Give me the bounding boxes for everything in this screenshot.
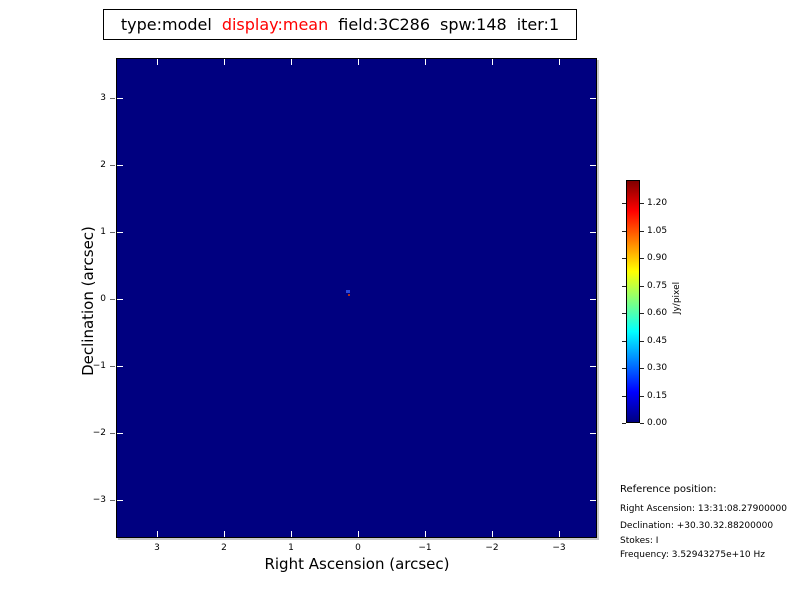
x-tick-label: −2 bbox=[485, 543, 499, 553]
x-tick-mark-bottom bbox=[559, 531, 560, 537]
y-tick-label: 2 bbox=[100, 160, 106, 170]
colorbar-tick-mark-right bbox=[640, 368, 644, 369]
title-token-iter: iter:1 bbox=[516, 15, 560, 34]
colorbar-tick-label: 0.45 bbox=[647, 336, 668, 346]
title-token-spw: spw:148 bbox=[440, 15, 507, 34]
colorbar-tick-mark-right bbox=[640, 396, 644, 397]
colorbar-tick-label: 0.15 bbox=[647, 391, 668, 401]
model-source-peak-pixel bbox=[347, 293, 350, 296]
colorbar-tick-label: 0.30 bbox=[647, 363, 668, 373]
colorbar-tick-mark-right bbox=[640, 203, 644, 204]
colorbar-tick-mark-right bbox=[640, 313, 644, 314]
x-tick-mark-bottom bbox=[358, 531, 359, 537]
title-token-display: display:mean bbox=[221, 15, 329, 34]
y-tick-label: 3 bbox=[100, 93, 106, 103]
y-tick-label: 0 bbox=[100, 294, 106, 304]
x-tick-mark-bottom bbox=[425, 531, 426, 537]
colorbar-tick-mark-right bbox=[640, 341, 644, 342]
y-tick-mark-outer bbox=[110, 299, 115, 300]
title-token-type: type:model bbox=[120, 15, 212, 34]
y-tick-mark-right bbox=[590, 232, 596, 233]
reference-right-ascension: Right Ascension: 13:31:08.27900000 bbox=[620, 504, 787, 514]
colorbar-tick-label: 1.20 bbox=[647, 198, 668, 208]
colorbar-tick-mark-left bbox=[622, 258, 626, 259]
x-tick-mark-top bbox=[157, 59, 158, 65]
y-tick-mark-outer bbox=[110, 232, 115, 233]
y-tick-mark-left bbox=[117, 366, 123, 367]
colorbar-tick-mark-left bbox=[622, 203, 626, 204]
y-tick-mark-left bbox=[117, 98, 123, 99]
y-tick-mark-outer bbox=[110, 98, 115, 99]
colorbar-tick-mark-right bbox=[640, 423, 644, 424]
x-tick-mark-top bbox=[291, 59, 292, 65]
image-plot-area bbox=[116, 58, 597, 538]
colorbar-tick-label: 0.90 bbox=[647, 253, 668, 263]
y-tick-mark-left bbox=[117, 299, 123, 300]
y-tick-mark-right bbox=[590, 366, 596, 367]
reference-stokes: Stokes: I bbox=[620, 536, 659, 546]
colorbar-tick-mark-left bbox=[622, 341, 626, 342]
colorbar-tick-label: 0.75 bbox=[647, 281, 668, 291]
reference-frequency: Frequency: 3.52943275e+10 Hz bbox=[620, 550, 766, 560]
y-tick-mark-right bbox=[590, 165, 596, 166]
colorbar-gradient bbox=[626, 180, 640, 423]
x-tick-label: 2 bbox=[221, 543, 227, 553]
x-tick-mark-bottom bbox=[492, 531, 493, 537]
colorbar-tick-label: 0.60 bbox=[647, 308, 668, 318]
x-axis-label: Right Ascension (arcsec) bbox=[264, 555, 450, 573]
colorbar-tick-mark-left bbox=[622, 286, 626, 287]
title-token-field: field:3C286 bbox=[338, 15, 431, 34]
y-tick-mark-outer bbox=[110, 500, 115, 501]
reference-declination: Declination: +30.30.32.88200000 bbox=[620, 521, 774, 531]
x-tick-mark-bottom bbox=[291, 531, 292, 537]
y-tick-label: −3 bbox=[92, 495, 106, 505]
y-tick-mark-left bbox=[117, 433, 123, 434]
y-tick-mark-left bbox=[117, 165, 123, 166]
x-tick-label: −1 bbox=[418, 543, 432, 553]
colorbar-tick-mark-left bbox=[622, 396, 626, 397]
colorbar-tick-label: 1.05 bbox=[647, 226, 668, 236]
x-tick-mark-bottom bbox=[224, 531, 225, 537]
x-tick-label: 1 bbox=[288, 543, 294, 553]
y-tick-mark-outer bbox=[110, 366, 115, 367]
colorbar-tick-mark-left bbox=[622, 423, 626, 424]
colorbar-tick-mark-left bbox=[622, 231, 626, 232]
colorbar-tick-label: 0.00 bbox=[647, 418, 668, 428]
y-tick-mark-right bbox=[590, 98, 596, 99]
y-tick-mark-left bbox=[117, 500, 123, 501]
x-tick-mark-top bbox=[224, 59, 225, 65]
y-tick-mark-left bbox=[117, 232, 123, 233]
y-tick-mark-right bbox=[590, 299, 596, 300]
x-tick-label: −3 bbox=[552, 543, 566, 553]
y-tick-mark-outer bbox=[110, 433, 115, 434]
y-tick-label: −1 bbox=[92, 361, 106, 371]
y-tick-mark-right bbox=[590, 433, 596, 434]
x-tick-mark-top bbox=[358, 59, 359, 65]
colorbar-tick-mark-right bbox=[640, 286, 644, 287]
y-tick-label: −2 bbox=[92, 428, 106, 438]
x-tick-mark-top bbox=[492, 59, 493, 65]
y-tick-mark-outer bbox=[110, 165, 115, 166]
x-tick-label: 0 bbox=[355, 543, 361, 553]
colorbar-tick-mark-left bbox=[622, 313, 626, 314]
x-tick-mark-bottom bbox=[157, 531, 158, 537]
model-source-pixel bbox=[345, 290, 350, 294]
colorbar-tick-mark-right bbox=[640, 231, 644, 232]
colorbar-tick-mark-left bbox=[622, 368, 626, 369]
colorbar-tick-mark-right bbox=[640, 258, 644, 259]
x-tick-label: 3 bbox=[154, 543, 160, 553]
plot-title-box: type:model display:mean field:3C286 spw:… bbox=[103, 9, 577, 40]
x-tick-mark-top bbox=[425, 59, 426, 65]
y-tick-mark-right bbox=[590, 500, 596, 501]
y-tick-label: 1 bbox=[100, 227, 106, 237]
x-tick-mark-top bbox=[559, 59, 560, 65]
colorbar-unit-label: Jy/pixel bbox=[672, 281, 682, 315]
reference-position-title: Reference position: bbox=[620, 484, 717, 495]
